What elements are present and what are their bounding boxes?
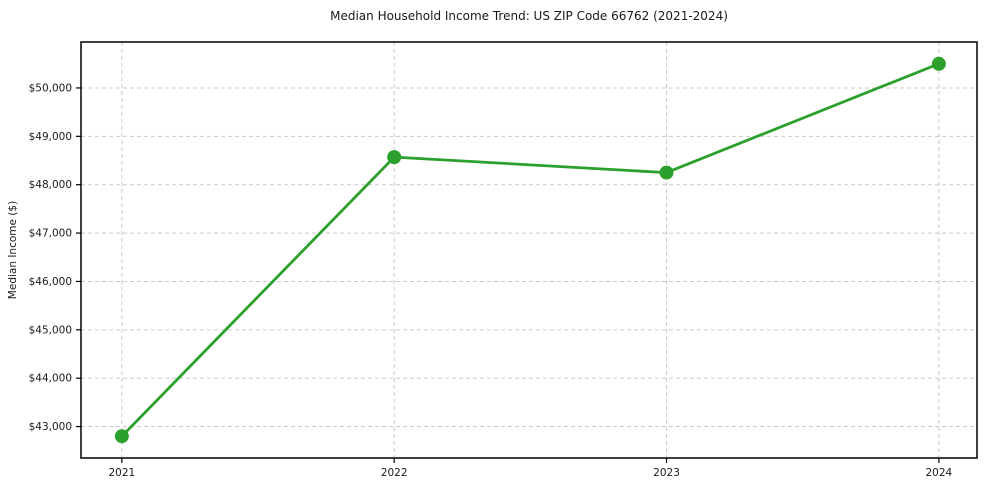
data-point-2023 <box>659 165 674 180</box>
trend-line <box>120 62 941 438</box>
y-tick-label: $44,000 <box>29 373 72 385</box>
data-point-2021 <box>114 429 129 444</box>
data-point-2024 <box>931 56 946 71</box>
y-tick-label: $46,000 <box>29 276 72 288</box>
plot-background <box>81 42 977 458</box>
x-tick-label: 2024 <box>926 467 953 479</box>
x-tick-label: 2021 <box>108 467 135 479</box>
plot-border <box>80 41 978 459</box>
y-tick-label: $48,000 <box>29 179 72 191</box>
y-tick-label: $43,000 <box>29 421 72 433</box>
y-tick-label: $47,000 <box>29 228 72 240</box>
y-tick-label: $50,000 <box>29 82 72 94</box>
x-tick-label: 2023 <box>653 467 680 479</box>
data-point-2022 <box>387 150 402 165</box>
x-tick-label: 2022 <box>381 467 408 479</box>
y-tick-label: $45,000 <box>29 324 72 336</box>
chart-title: Median Household Income Trend: US ZIP Co… <box>330 9 728 23</box>
y-tick-label: $49,000 <box>29 131 72 143</box>
